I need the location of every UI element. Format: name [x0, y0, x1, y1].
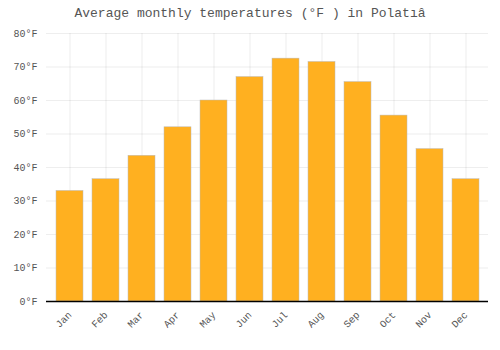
svg-text:May: May	[198, 310, 219, 331]
svg-text:0°F: 0°F	[19, 297, 37, 308]
svg-text:Apr: Apr	[162, 310, 183, 331]
svg-text:70°F: 70°F	[13, 62, 37, 73]
html-text:Average monthly temperatures (: Average monthly temperatures (°F ) in Po…	[74, 6, 426, 21]
svg-text:50°F: 50°F	[13, 129, 37, 140]
svg-text:30°F: 30°F	[13, 196, 37, 207]
svg-text:Jan: Jan	[54, 310, 75, 331]
svg-text:Oct: Oct	[378, 310, 399, 331]
svg-text:Dec: Dec	[450, 310, 471, 331]
svg-text:10°F: 10°F	[13, 263, 37, 274]
svg-text:20°F: 20°F	[13, 230, 37, 241]
svg-text:Aug: Aug	[306, 310, 327, 331]
svg-text:60°F: 60°F	[13, 96, 37, 107]
svg-text:Nov: Nov	[414, 310, 435, 331]
svg-text:Jun: Jun	[234, 310, 255, 331]
svg-text:80°F: 80°F	[13, 29, 37, 40]
svg-text:40°F: 40°F	[13, 163, 37, 174]
svg-text:Feb: Feb	[90, 310, 111, 331]
svg-text:Sep: Sep	[342, 310, 363, 331]
svg-text:Jul: Jul	[270, 310, 291, 331]
svg-text:Mar: Mar	[126, 310, 147, 331]
